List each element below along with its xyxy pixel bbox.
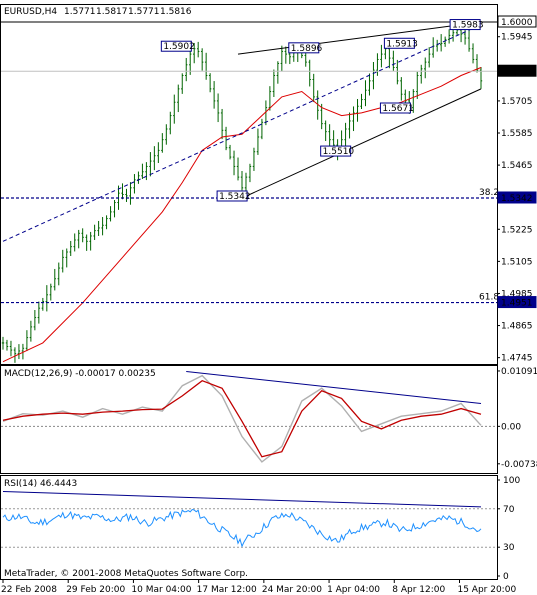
price-label-box — [288, 42, 320, 54]
price-label: 1.5983 — [452, 21, 484, 31]
ohlc-low: 1.5771 — [128, 7, 160, 17]
price-label-box — [320, 145, 352, 157]
axis-price-box — [497, 296, 537, 309]
x-tick-label: 10 Mar 04:00 — [131, 585, 191, 595]
rsi-layer — [1, 491, 497, 548]
axis-price-box-label: 1.6000 — [501, 18, 533, 28]
axis-price-box-label: 1.5342 — [501, 194, 533, 204]
rsi-pane-frame — [0, 475, 498, 580]
upper-trendline — [237, 21, 482, 55]
x-tick-label: 15 Apr 20:00 — [457, 585, 516, 595]
rsi-title: RSI(14) 46.4443 — [4, 479, 77, 489]
rsi-y-tick-label: 70 — [503, 505, 515, 515]
macd-trendline — [186, 371, 482, 404]
rsi-y-tick-label: 30 — [503, 543, 515, 553]
price-label-box — [383, 37, 415, 49]
rsi-trendline — [2, 491, 482, 508]
x-tick-label: 22 Feb 2008 — [1, 585, 57, 595]
axis-price-box-label: 1.5816 — [501, 67, 533, 77]
price-layer — [1, 25, 483, 363]
y-tick-label: 1.5945 — [501, 33, 533, 43]
y-tick-label: 1.5465 — [501, 161, 533, 171]
price-label-box — [216, 190, 248, 202]
price-label: 1.5510 — [323, 147, 355, 157]
overlay-layer: 38.2 61.8 1.5902 1.5896 1.5913 1.5983 1.5671 1.… — [1, 19, 499, 363]
ohlc-open: 1.5771 — [64, 7, 96, 17]
main-pane-frame — [0, 4, 498, 365]
macd-y-tick-label: 0.00 — [501, 422, 521, 432]
support-trendline — [241, 88, 482, 199]
x-tick-label: 24 Mar 20:00 — [262, 585, 322, 595]
y-tick-label: 1.4745 — [501, 354, 533, 364]
axis-layer: 1.59451.58251.57051.55851.54651.53451.52… — [1, 15, 537, 595]
fib-level-label: 61.8 — [479, 293, 499, 303]
y-tick-label: 1.4865 — [501, 322, 533, 332]
macd-signal-line — [2, 379, 482, 458]
price-label: 1.5896 — [291, 44, 323, 54]
ohlc-close: 1.5816 — [160, 7, 192, 17]
y-tick-label: 1.5585 — [501, 129, 533, 139]
axis-price-box — [497, 15, 537, 28]
macd-y-tick-label: 0.01091 — [501, 367, 537, 377]
x-tick-label: 17 Mar 12:00 — [197, 585, 257, 595]
axis-price-box — [497, 191, 537, 204]
x-tick-label: 8 Apr 12:00 — [392, 585, 445, 595]
price-label-box — [449, 19, 481, 31]
price-label: 1.5671 — [382, 104, 414, 114]
moving-average-line — [2, 67, 482, 363]
macd-pane-frame — [0, 365, 498, 474]
price-label: 1.5902 — [163, 42, 195, 52]
channel-trendline — [2, 24, 482, 242]
rsi-line — [2, 508, 482, 548]
price-label-box — [160, 40, 192, 52]
y-tick-label: 1.5705 — [501, 97, 533, 107]
x-tick-label: 1 Apr 04:00 — [327, 585, 380, 595]
macd-layer — [1, 371, 497, 463]
ohlc-high: 1.5817 — [96, 7, 128, 17]
price-label: 1.5342 — [219, 192, 251, 202]
y-tick-label: 1.5105 — [501, 257, 533, 267]
price-label-box — [379, 102, 411, 114]
axis-price-box-label: 1.4951 — [501, 299, 533, 309]
y-tick-label: 1.4985 — [501, 289, 533, 299]
fib-level-label: 38.2 — [479, 188, 499, 198]
price-label: 1.5913 — [386, 39, 418, 49]
copyright-text: MetaTrader, © 2001-2008 MetaQuotes Softw… — [4, 569, 248, 579]
macd-main-line — [2, 374, 482, 463]
y-tick-label: 1.5225 — [501, 225, 533, 235]
rsi-y-tick-label: 0 — [503, 572, 509, 582]
axis-price-box — [497, 64, 537, 77]
x-tick-label: 29 Feb 20:00 — [66, 585, 125, 595]
rsi-y-tick-label: 100 — [503, 476, 520, 486]
macd-title: MACD(12,26,9) -0.00017 0.00235 — [4, 369, 156, 379]
chart-title: EURUSD,H4 — [4, 7, 57, 17]
macd-y-tick-label: -0.00738 — [501, 460, 537, 470]
